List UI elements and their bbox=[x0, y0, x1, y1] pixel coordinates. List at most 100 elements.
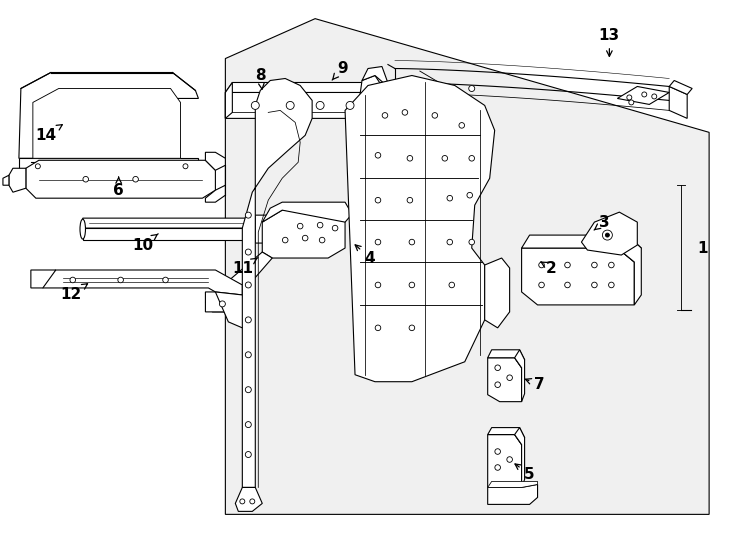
Polygon shape bbox=[262, 210, 345, 258]
Circle shape bbox=[333, 225, 338, 231]
Circle shape bbox=[432, 113, 437, 118]
Circle shape bbox=[495, 382, 501, 388]
Circle shape bbox=[251, 102, 259, 110]
Circle shape bbox=[469, 239, 474, 245]
Circle shape bbox=[402, 110, 407, 115]
Circle shape bbox=[459, 123, 465, 128]
Circle shape bbox=[539, 282, 545, 288]
Polygon shape bbox=[225, 92, 378, 118]
Circle shape bbox=[447, 239, 453, 245]
Circle shape bbox=[409, 239, 415, 245]
Text: 12: 12 bbox=[60, 284, 87, 302]
Polygon shape bbox=[215, 292, 252, 328]
Polygon shape bbox=[484, 258, 509, 328]
Polygon shape bbox=[522, 248, 634, 305]
Polygon shape bbox=[355, 76, 390, 143]
Polygon shape bbox=[31, 270, 56, 288]
Circle shape bbox=[608, 262, 614, 268]
Circle shape bbox=[35, 164, 40, 169]
Circle shape bbox=[627, 95, 632, 100]
Text: 13: 13 bbox=[599, 28, 620, 56]
Circle shape bbox=[629, 100, 634, 105]
Polygon shape bbox=[83, 228, 261, 240]
Circle shape bbox=[407, 156, 413, 161]
Polygon shape bbox=[487, 350, 525, 368]
Circle shape bbox=[297, 224, 303, 229]
Polygon shape bbox=[236, 488, 262, 511]
Circle shape bbox=[606, 233, 609, 237]
Circle shape bbox=[163, 277, 168, 283]
Polygon shape bbox=[33, 89, 181, 158]
Circle shape bbox=[283, 237, 288, 243]
Circle shape bbox=[375, 198, 381, 203]
Circle shape bbox=[219, 301, 225, 307]
Polygon shape bbox=[669, 86, 687, 118]
Text: 6: 6 bbox=[113, 177, 124, 198]
Polygon shape bbox=[262, 202, 352, 222]
Circle shape bbox=[642, 92, 647, 97]
Polygon shape bbox=[515, 350, 525, 402]
Ellipse shape bbox=[80, 219, 85, 239]
Polygon shape bbox=[345, 76, 495, 382]
Circle shape bbox=[245, 212, 251, 218]
Polygon shape bbox=[225, 83, 382, 92]
Circle shape bbox=[83, 177, 89, 182]
Circle shape bbox=[118, 277, 123, 283]
Circle shape bbox=[603, 230, 612, 240]
Polygon shape bbox=[225, 19, 709, 515]
Polygon shape bbox=[487, 482, 537, 488]
Circle shape bbox=[592, 282, 597, 288]
Circle shape bbox=[447, 195, 453, 201]
Circle shape bbox=[409, 325, 415, 330]
Circle shape bbox=[652, 94, 657, 99]
Text: 8: 8 bbox=[255, 68, 266, 89]
Circle shape bbox=[245, 317, 251, 323]
Circle shape bbox=[302, 235, 308, 241]
Circle shape bbox=[183, 164, 188, 169]
Circle shape bbox=[409, 282, 415, 288]
Circle shape bbox=[495, 465, 501, 470]
Circle shape bbox=[346, 102, 354, 110]
Text: 9: 9 bbox=[333, 61, 347, 80]
Circle shape bbox=[442, 156, 448, 161]
Circle shape bbox=[245, 451, 251, 457]
Polygon shape bbox=[43, 270, 242, 295]
Circle shape bbox=[382, 113, 388, 118]
Polygon shape bbox=[581, 212, 637, 255]
Polygon shape bbox=[515, 428, 525, 488]
Circle shape bbox=[467, 192, 473, 198]
Circle shape bbox=[317, 222, 323, 228]
Polygon shape bbox=[362, 66, 390, 89]
Polygon shape bbox=[487, 484, 537, 504]
Circle shape bbox=[507, 457, 512, 462]
Circle shape bbox=[539, 262, 545, 268]
Polygon shape bbox=[255, 215, 272, 243]
Polygon shape bbox=[487, 435, 522, 488]
Circle shape bbox=[245, 352, 251, 358]
Circle shape bbox=[495, 365, 501, 370]
Circle shape bbox=[245, 249, 251, 255]
Polygon shape bbox=[487, 428, 525, 444]
Text: 5: 5 bbox=[515, 464, 535, 482]
Circle shape bbox=[375, 325, 381, 330]
Polygon shape bbox=[617, 235, 642, 305]
Polygon shape bbox=[206, 292, 239, 312]
Text: 10: 10 bbox=[132, 234, 158, 253]
Circle shape bbox=[469, 156, 474, 161]
Circle shape bbox=[286, 102, 294, 110]
Circle shape bbox=[133, 177, 139, 182]
Polygon shape bbox=[225, 83, 233, 118]
Text: 1: 1 bbox=[697, 240, 708, 255]
Polygon shape bbox=[242, 78, 312, 488]
Polygon shape bbox=[487, 358, 522, 402]
Circle shape bbox=[245, 387, 251, 393]
Circle shape bbox=[319, 237, 325, 243]
Circle shape bbox=[316, 102, 324, 110]
Circle shape bbox=[495, 449, 501, 454]
Circle shape bbox=[507, 375, 512, 381]
Polygon shape bbox=[3, 176, 9, 185]
Text: 7: 7 bbox=[526, 377, 545, 392]
Text: 14: 14 bbox=[35, 125, 62, 143]
Circle shape bbox=[564, 262, 570, 268]
Text: 3: 3 bbox=[594, 214, 610, 230]
